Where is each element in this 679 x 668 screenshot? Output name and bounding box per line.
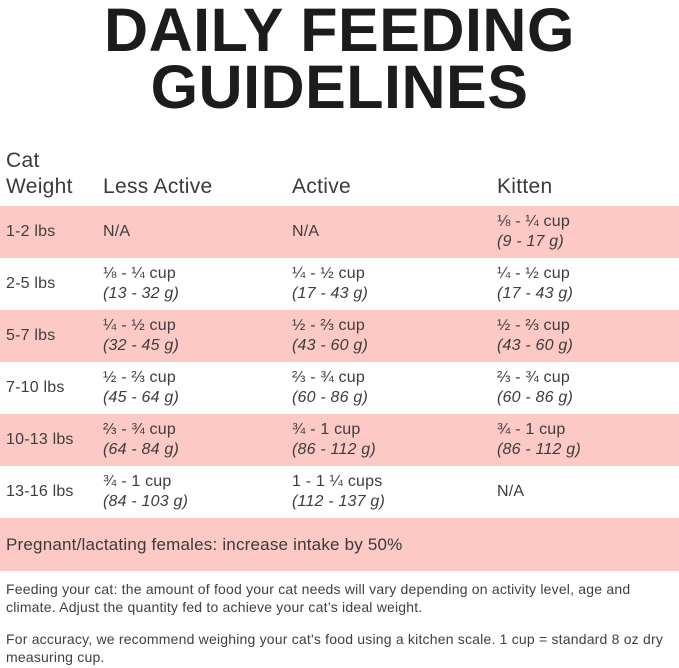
footnote-feeding: Feeding your cat: the amount of food you… [6,581,631,615]
kitten-amount: ⅔ - ¾ cup (60 - 86 g) [497,368,679,408]
cups-range: N/A [292,223,320,240]
header-cat-weight-line2: Weight [6,175,73,198]
weight-label: 13-16 lbs [6,483,74,500]
less-active-amount: ½ - ⅔ cup (45 - 64 g) [103,368,292,408]
table-row-2-5-lbs: 2-5 lbs ⅛ - ¼ cup (13 - 32 g) ¼ - ½ cup … [0,258,679,310]
pregnant-lactating-banner: Pregnant/lactating females: increase int… [0,518,679,571]
header-cat-weight-line1: Cat [6,149,40,172]
active-amount: ¾ - 1 cup (86 - 112 g) [292,420,497,460]
table-row-1-2-lbs: 1-2 lbs N/A N/A ⅛ - ¼ cup (9 - 17 g) [0,206,679,258]
grams-range: (43 - 60 g) [497,337,574,354]
header-kitten: Kitten [497,175,553,198]
table-row-13-16-lbs: 13-16 lbs ¾ - 1 cup (84 - 103 g) 1 - 1 ¼… [0,466,679,518]
active-amount: ⅔ - ¾ cup (60 - 86 g) [292,368,497,408]
weight-label: 5-7 lbs [6,327,56,344]
less-active-amount: ⅛ - ¼ cup (13 - 32 g) [103,264,292,304]
feeding-table: Cat Weight Less Active Active Kitten 1-2… [0,148,679,571]
grams-range: (86 - 112 g) [497,441,581,458]
grams-range: (13 - 32 g) [103,285,180,302]
grams-range: (17 - 43 g) [497,285,574,302]
weight-label: 1-2 lbs [6,223,56,240]
kitten-amount: ⅛ - ¼ cup (9 - 17 g) [497,212,679,252]
grams-range: (32 - 45 g) [103,337,180,354]
active-amount: ½ - ⅔ cup (43 - 60 g) [292,316,497,356]
grams-range: (43 - 60 g) [292,337,369,354]
header-active: Active [292,175,351,198]
grams-range: (17 - 43 g) [292,285,369,302]
cups-range: ⅛ - ¼ cup [497,213,570,230]
cups-range: ¼ - ½ cup [292,265,365,282]
grams-range: (60 - 86 g) [497,389,574,406]
less-active-amount: ¾ - 1 cup (84 - 103 g) [103,472,292,512]
page-title-line-1: DAILY FEEDING [104,0,575,64]
kitten-amount: ½ - ⅔ cup (43 - 60 g) [497,316,679,356]
cups-range: ½ - ⅔ cup [103,369,176,386]
table-header-row: Cat Weight Less Active Active Kitten [0,148,679,200]
cups-range: ¾ - 1 cup [292,421,361,438]
cups-range: ¼ - ½ cup [103,317,176,334]
table-row-5-7-lbs: 5-7 lbs ¼ - ½ cup (32 - 45 g) ½ - ⅔ cup … [0,310,679,362]
cups-range: ¾ - 1 cup [497,421,566,438]
kitten-amount: N/A [497,482,679,502]
cups-range: ⅛ - ¼ cup [103,265,176,282]
footnotes: Feeding your cat: the amount of food you… [0,571,679,666]
grams-range: (64 - 84 g) [103,441,180,458]
weight-label: 2-5 lbs [6,275,56,292]
active-amount: 1 - 1 ¼ cups (112 - 137 g) [292,472,497,512]
header-less-active: Less Active [103,175,213,198]
active-amount: ¼ - ½ cup (17 - 43 g) [292,264,497,304]
cups-range: ¼ - ½ cup [497,265,570,282]
cups-range: 1 - 1 ¼ cups [292,473,383,490]
footnote-accuracy: For accuracy, we recommend weighing your… [6,631,664,665]
kitten-amount: ¼ - ½ cup (17 - 43 g) [497,264,679,304]
grams-range: (9 - 17 g) [497,233,564,250]
cups-range: ⅔ - ¾ cup [292,369,365,386]
grams-range: (60 - 86 g) [292,389,369,406]
grams-range: (45 - 64 g) [103,389,180,406]
cups-range: N/A [497,483,525,500]
weight-label: 10-13 lbs [6,431,74,448]
cups-range: ¾ - 1 cup [103,473,172,490]
cups-range: ½ - ⅔ cup [292,317,365,334]
table-row-7-10-lbs: 7-10 lbs ½ - ⅔ cup (45 - 64 g) ⅔ - ¾ cup… [0,362,679,414]
less-active-amount: ⅔ - ¾ cup (64 - 84 g) [103,420,292,460]
weight-label: 7-10 lbs [6,379,65,396]
cups-range: N/A [103,223,131,240]
grams-range: (112 - 137 g) [292,493,386,510]
header-cat-weight: Cat Weight [6,148,103,200]
less-active-amount: N/A [103,222,292,242]
kitten-amount: ¾ - 1 cup (86 - 112 g) [497,420,679,460]
cups-range: ⅔ - ¾ cup [497,369,570,386]
table-body: 1-2 lbs N/A N/A ⅛ - ¼ cup (9 - 17 g) 2-5… [0,206,679,518]
grams-range: (86 - 112 g) [292,441,376,458]
cups-range: ½ - ⅔ cup [497,317,570,334]
page-title: DAILY FEEDING GUIDELINES [0,0,679,121]
less-active-amount: ¼ - ½ cup (32 - 45 g) [103,316,292,356]
cups-range: ⅔ - ¾ cup [103,421,176,438]
table-row-10-13-lbs: 10-13 lbs ⅔ - ¾ cup (64 - 84 g) ¾ - 1 cu… [0,414,679,466]
active-amount: N/A [292,222,497,242]
grams-range: (84 - 103 g) [103,493,189,510]
page-title-line-2: GUIDELINES [150,53,529,121]
